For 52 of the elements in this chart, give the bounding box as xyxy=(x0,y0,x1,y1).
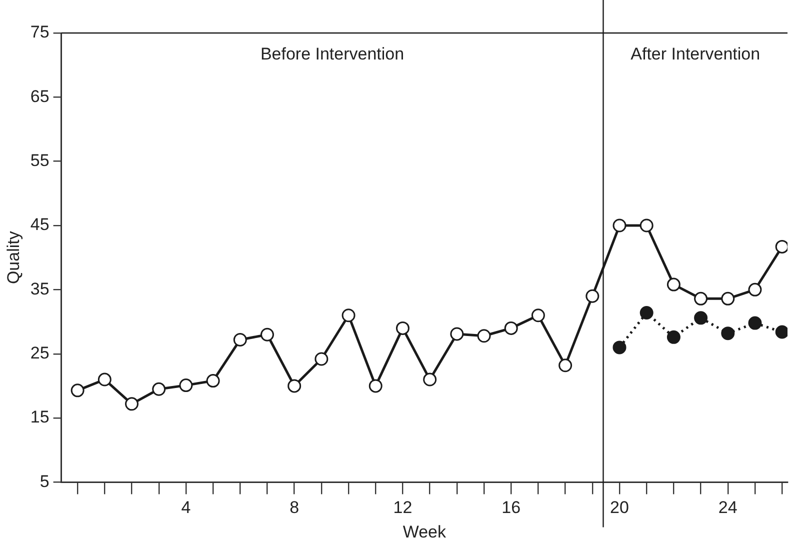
point xyxy=(666,330,680,344)
point xyxy=(748,316,762,330)
point xyxy=(721,326,735,340)
point xyxy=(640,218,654,232)
point xyxy=(775,240,788,254)
point xyxy=(586,289,600,303)
x-tick-label: 24 xyxy=(718,498,738,518)
point xyxy=(206,374,220,388)
point xyxy=(260,328,274,342)
point xyxy=(694,292,708,306)
x-tick-label: 12 xyxy=(393,498,412,518)
y-tick-label: 75 xyxy=(30,22,50,42)
point xyxy=(450,327,464,341)
point xyxy=(504,321,518,335)
y-tick-label: 45 xyxy=(30,215,50,234)
point xyxy=(477,329,491,343)
y-tick-label: 25 xyxy=(30,344,50,363)
point xyxy=(748,282,762,296)
point xyxy=(98,372,112,386)
annotation: After Intervention xyxy=(630,44,760,64)
x-tick-label: 8 xyxy=(290,498,300,518)
point xyxy=(640,306,654,320)
y-axis-title: Quality xyxy=(4,230,23,284)
point xyxy=(179,378,193,392)
point xyxy=(70,384,84,398)
annotation: Before Intervention xyxy=(260,44,404,64)
x-tick-label: 16 xyxy=(502,498,521,518)
x-tick-label: 20 xyxy=(610,498,629,518)
y-tick-label: 5 xyxy=(40,472,50,491)
point xyxy=(694,311,708,325)
point xyxy=(288,379,302,393)
point xyxy=(423,372,437,386)
point xyxy=(368,379,382,393)
x-axis-title: Week xyxy=(402,522,446,542)
point xyxy=(612,218,626,232)
point xyxy=(612,340,626,354)
point xyxy=(721,292,735,306)
y-tick-label: 35 xyxy=(30,279,50,298)
y-tick-label: 15 xyxy=(30,408,50,427)
y-tick-label: 65 xyxy=(30,86,50,106)
y-tick-label: 55 xyxy=(30,151,50,170)
point xyxy=(531,308,545,322)
x-tick-label: 4 xyxy=(181,498,191,518)
point xyxy=(233,332,247,346)
point xyxy=(342,308,356,322)
point xyxy=(125,397,139,411)
point xyxy=(396,321,410,335)
point xyxy=(558,358,572,372)
point xyxy=(152,382,166,396)
point xyxy=(314,352,328,366)
point xyxy=(775,325,788,339)
point xyxy=(666,278,680,292)
